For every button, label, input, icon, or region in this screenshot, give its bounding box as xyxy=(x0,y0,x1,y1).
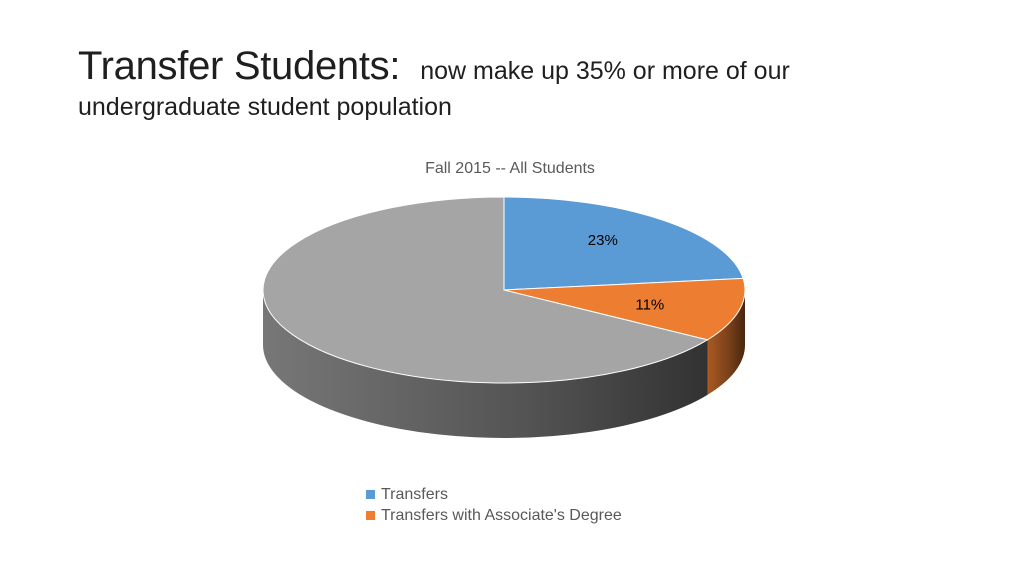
legend-item-0: Transfers xyxy=(366,484,622,505)
legend-label-0: Transfers xyxy=(381,485,448,503)
chart-title: Fall 2015 -- All Students xyxy=(425,160,595,177)
legend-label-1: Transfers with Associate's Degree xyxy=(381,506,622,524)
title-main: Transfer Students: xyxy=(78,44,401,88)
pie-data-labels: 23% 11% xyxy=(588,232,664,314)
slide-title: Transfer Students: now make up 35% or mo… xyxy=(78,44,978,121)
pie-data-label-1: 11% xyxy=(635,297,664,314)
pie-top-faces xyxy=(262,196,746,384)
pie-slice-2 xyxy=(262,196,709,384)
pie-slice-0 xyxy=(503,196,744,291)
pie-slice-1 xyxy=(503,277,746,341)
legend-item-1: Transfers with Associate's Degree xyxy=(366,505,622,526)
title-subtitle-line1: now make up 35% or more of our xyxy=(420,57,790,85)
pie-chart: Fall 2015 -- All Students 23% 11% Transfe… xyxy=(230,150,790,540)
legend-swatch-1 xyxy=(366,511,375,520)
chart-legend: Transfers Transfers with Associate's Degr… xyxy=(366,484,622,526)
title-subtitle-line2: undergraduate student population xyxy=(78,92,452,121)
legend-swatch-0 xyxy=(366,490,375,499)
pie-data-label-0: 23% xyxy=(588,232,618,249)
pie-side-2 xyxy=(263,290,708,438)
pie-chart-svg: 23% 11% xyxy=(262,196,746,438)
